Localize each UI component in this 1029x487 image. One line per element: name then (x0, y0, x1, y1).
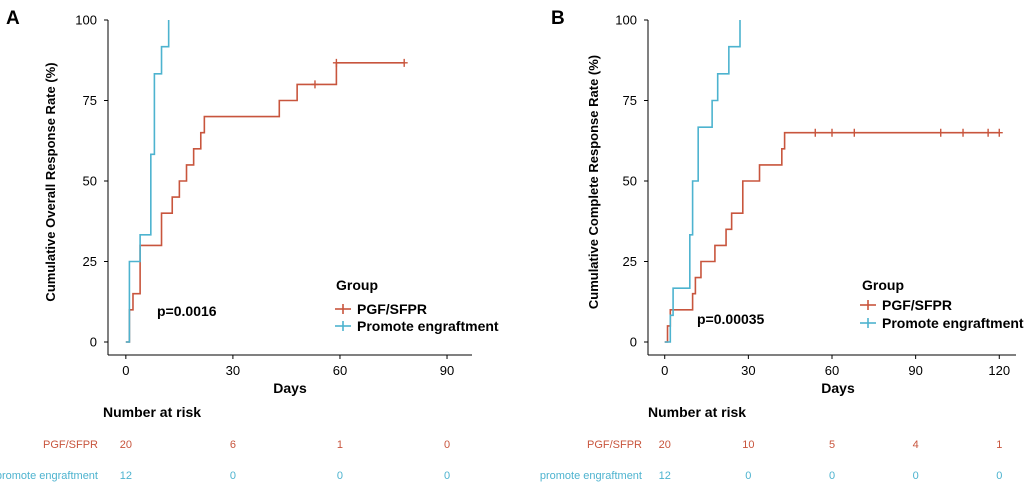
panel-b-curve-promote (664, 20, 741, 343)
panel-b-risk-numbers: 20 10 5 4 1 12 0 0 0 0 (659, 439, 1003, 482)
panel-a-censor-mark-pgf (400, 58, 408, 67)
panel-a-x-ticks: 0 30 60 90 (122, 355, 454, 378)
panel-b-risk-value: 0 (829, 470, 835, 482)
panel-a-y-tick-label: 75 (83, 93, 97, 108)
panel-b-risk-label-pgf: PGF/SFPR (587, 439, 642, 451)
panel-b-risk-value: 10 (742, 439, 754, 451)
panel-a-y-ticks: 0 25 50 75 100 (75, 13, 108, 350)
panel-a-risk-value: 1 (337, 439, 343, 451)
panel-b-y-tick-label: 0 (630, 335, 637, 350)
panel-b-x-axis-title: Days (821, 380, 855, 396)
panel-a-axes (107, 20, 472, 356)
panel-a-risk-table: Number at risk PGF/SFPR promote engraftm… (0, 404, 450, 482)
panel-b-censor-mark-pgf (937, 128, 945, 137)
panel-a-risk-value: 0 (444, 470, 450, 482)
panel-a-risk-value: 0 (444, 439, 450, 451)
panel-b-censor-mark-pgf (811, 128, 819, 137)
panel-a-legend-key-pgf (335, 304, 351, 314)
panel-b-risk-value: 4 (913, 439, 919, 451)
panel-b-risk-value: 0 (745, 470, 751, 482)
panel-b-y-tick-label: 100 (615, 13, 637, 28)
panel-b-censor-mark-pgf (984, 128, 992, 137)
panel-b-x-ticks: 0 30 60 90 120 (661, 355, 1010, 378)
panel-a-legend: Group PGF/SFPR Promote engraftment (335, 277, 499, 334)
panel-b-x-tick-label: 90 (908, 363, 922, 378)
panel-b-censor-mark-pgf (995, 128, 1003, 137)
panel-b-x-tick-label: 30 (741, 363, 755, 378)
panel-a-legend-key-promote (335, 321, 351, 331)
panel-a-x-tick-label: 60 (333, 363, 347, 378)
panel-b-curve-pgf (664, 131, 1000, 343)
panel-a-curve-pgf (125, 62, 405, 343)
panel-b-risk-value: 12 (659, 470, 671, 482)
panel-a-censor-mark-pgf (311, 80, 319, 89)
panel-b: B Cumulative Complete Response Rate (%) … (540, 8, 1024, 482)
panel-a-legend-label-promote: Promote engraftment (357, 318, 499, 334)
panel-b-censor-mark-pgf (828, 128, 836, 137)
panel-b-y-tick-label: 75 (623, 93, 637, 108)
panel-b-legend-key-promote (860, 318, 876, 328)
panel-b-y-tick-label: 50 (623, 174, 637, 189)
panel-b-legend-label-pgf: PGF/SFPR (882, 297, 952, 313)
panel-a-risk-title: Number at risk (103, 404, 201, 420)
panel-a-y-tick-label: 0 (90, 335, 97, 350)
panel-a-y-tick-label: 100 (75, 13, 97, 28)
panel-a-risk-value: 0 (230, 470, 236, 482)
panel-b-p-value: p=0.00035 (697, 311, 765, 327)
panel-a-risk-label-pgf: PGF/SFPR (43, 439, 98, 451)
panel-a-x-tick-label: 90 (440, 363, 454, 378)
panel-a-risk-value: 6 (230, 439, 236, 451)
panel-b-x-tick-label: 0 (661, 363, 668, 378)
panel-b-risk-table: Number at risk PGF/SFPR promote engraftm… (540, 404, 1002, 482)
panel-b-risk-value: 0 (996, 470, 1002, 482)
panel-b-risk-value: 5 (829, 439, 835, 451)
panel-b-legend-title: Group (862, 277, 904, 293)
panel-b-letter: B (551, 8, 565, 29)
panel-b-legend: Group PGF/SFPR Promote engraftment (860, 277, 1024, 331)
panel-a-risk-label-promote: promote engraftment (0, 470, 98, 482)
panel-b-x-tick-label: 60 (825, 363, 839, 378)
panel-b-censor-mark-pgf (850, 128, 858, 137)
panel-a-p-value: p=0.0016 (157, 303, 217, 319)
panel-b-legend-label-promote: Promote engraftment (882, 315, 1024, 331)
panel-a-y-axis-title: Cumulative Overall Response Rate (%) (43, 62, 58, 301)
panel-a-y-tick-label: 25 (83, 254, 97, 269)
panel-b-risk-label-promote: promote engraftment (540, 470, 642, 482)
panel-b-risk-value: 1 (996, 439, 1002, 451)
panel-b-censor-mark-pgf (959, 128, 967, 137)
panel-a-legend-label-pgf: PGF/SFPR (357, 301, 427, 317)
panel-a-risk-numbers: 20 6 1 0 12 0 0 0 (120, 439, 450, 482)
panel-b-risk-value: 0 (913, 470, 919, 482)
panel-b-y-tick-label: 25 (623, 254, 637, 269)
panel-b-y-axis-title: Cumulative Complete Response Rate (%) (586, 55, 601, 309)
panel-b-axes (647, 20, 1016, 356)
panel-a: A Cumulative Overall Response Rate (%) 0… (0, 8, 499, 482)
panel-b-risk-title: Number at risk (648, 404, 746, 420)
panel-a-risk-value: 20 (120, 439, 132, 451)
panel-b-series (664, 20, 1003, 343)
panel-b-y-ticks: 0 25 50 75 100 (615, 13, 648, 350)
panel-a-legend-title: Group (336, 277, 378, 293)
panel-a-x-tick-label: 0 (122, 363, 129, 378)
panel-a-risk-value: 0 (337, 470, 343, 482)
panel-b-risk-value: 20 (659, 439, 671, 451)
panel-b-legend-key-pgf (860, 300, 876, 310)
panel-a-letter: A (6, 8, 20, 29)
panel-a-curve-promote (125, 20, 170, 343)
panel-a-risk-value: 12 (120, 470, 132, 482)
panel-a-x-axis-title: Days (273, 380, 307, 396)
panel-a-series (125, 20, 408, 343)
panel-a-x-tick-label: 30 (226, 363, 240, 378)
panel-a-censor-mark-pgf (332, 58, 340, 67)
panel-a-y-tick-label: 50 (83, 174, 97, 189)
panel-b-x-tick-label: 120 (988, 363, 1010, 378)
